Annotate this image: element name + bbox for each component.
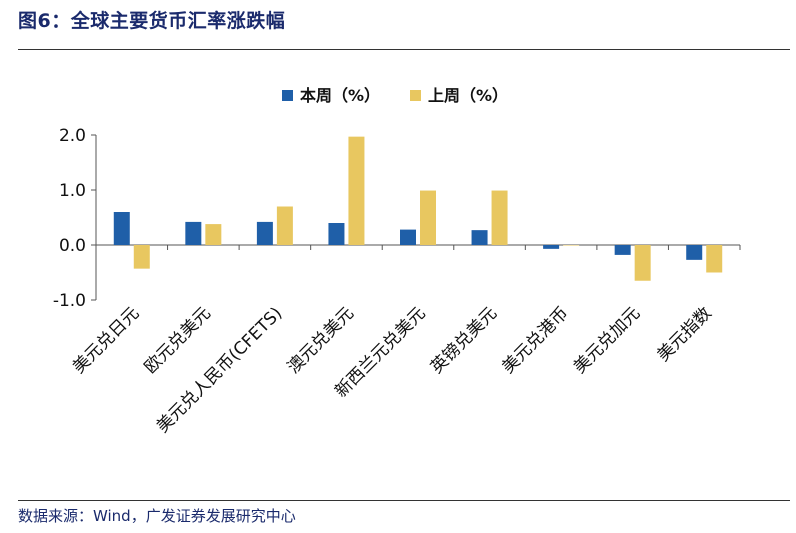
x-category-label: 美元兑加元 [570,303,644,377]
bar-chart: 本周（%） 上周（%） 2.0 1.0 0.0 -1.0 美元兑日元欧元兑美元美元兑人民… [53,86,741,437]
bar-last-week-3 [348,136,365,245]
y-tick-label: 1.0 [59,181,86,201]
y-tick-label: -1.0 [53,291,86,311]
bar-last-week-8 [706,245,723,273]
bar-this-week-2 [256,221,273,245]
legend-label-1: 上周（%） [428,86,508,105]
chart-bars [113,136,723,281]
x-category-label: 美元兑人民币(CFETS) [153,303,287,437]
chart-legend: 本周（%） 上周（%） [282,86,508,105]
bar-last-week-5 [491,190,508,245]
x-category-label: 美元兑港币 [498,303,572,377]
bar-this-week-4 [400,229,416,245]
bar-this-week-1 [185,221,202,245]
bar-this-week-0 [113,212,130,245]
legend-label-0: 本周（%） [300,86,380,105]
chart-title: 图6：全球主要货币汇率涨跌幅 [18,10,286,32]
bar-last-week-1 [205,224,222,245]
title-rule [18,49,790,50]
bar-this-week-5 [471,230,488,245]
y-tick-label: 2.0 [59,126,86,146]
x-axis-labels: 美元兑日元欧元兑美元美元兑人民币(CFETS)澳元兑美元新西兰元兑美元英镑兑美元… [69,303,716,437]
chart-axes: 2.0 1.0 0.0 -1.0 [53,126,741,311]
x-category-label: 欧元兑美元 [141,303,215,377]
x-category-label: 澳元兑美元 [284,303,358,377]
legend-swatch-0 [282,90,293,101]
legend-swatch-1 [410,90,421,101]
bar-last-week-4 [420,190,436,245]
x-category-label: 美元指数 [654,303,716,365]
bar-last-week-0 [133,245,150,269]
bar-this-week-8 [686,245,703,260]
x-category-label: 英镑兑美元 [427,303,501,377]
bar-last-week-7 [634,245,651,281]
bar-this-week-3 [328,223,345,245]
bar-this-week-7 [614,245,631,255]
source-rule [18,500,790,501]
x-category-label: 美元兑日元 [69,303,143,377]
y-tick-label: 0.0 [59,236,86,256]
bar-last-week-6 [563,245,580,246]
bar-this-week-6 [543,245,560,249]
bar-last-week-2 [276,206,293,245]
source-note: 数据来源：Wind，广发证券发展研究中心 [18,507,296,525]
